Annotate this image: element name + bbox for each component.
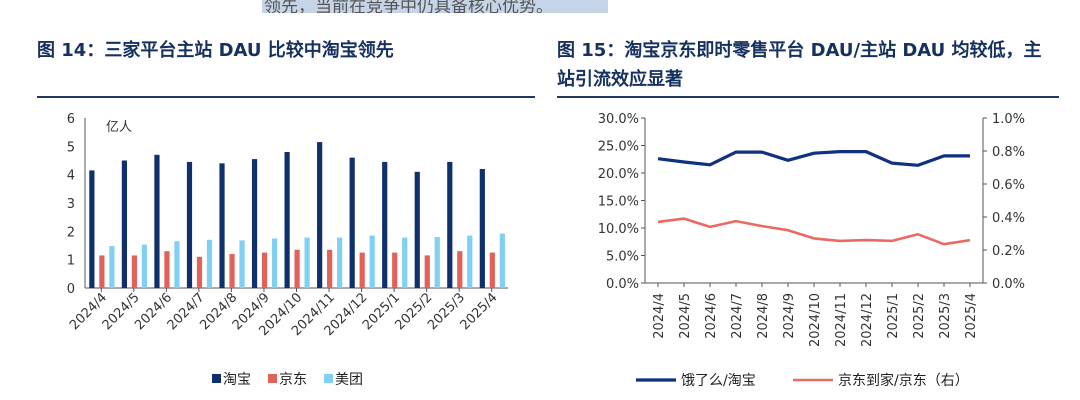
legend-label-饿了么/淘宝: 饿了么/淘宝 [681, 373, 756, 389]
y-right-tick-label: 0.8% [992, 145, 1025, 160]
bar-淘宝-2025/1 [382, 161, 388, 288]
bar-美团-2025/2 [434, 237, 440, 288]
x-tick-label: 2024/6 [704, 293, 719, 339]
y-tick-label: 5 [67, 140, 75, 155]
bar-美团-2024/8 [239, 240, 245, 288]
bar-淘宝-2024/8 [219, 163, 225, 288]
y-tick-label: 0 [67, 282, 75, 297]
y-left-tick-label: 5.0% [606, 250, 639, 265]
legend-swatch-淘宝 [212, 374, 221, 383]
bar-淘宝-2025/3 [447, 161, 453, 288]
bar-淘宝-2024/4 [89, 170, 95, 288]
bar-京东-2024/7 [196, 256, 203, 288]
x-tick-label: 2024/9 [782, 293, 797, 339]
y-right-tick-label: 0.6% [992, 178, 1025, 193]
y-tick-label: 3 [67, 197, 75, 212]
bar-京东-2025/3 [457, 251, 463, 288]
bar-淘宝-2024/9 [251, 159, 258, 288]
bar-美团-2025/3 [467, 235, 473, 288]
bar-chart-dau: 0123456亿人2024/42024/52024/62024/72024/82… [67, 112, 508, 388]
x-tick-label: 2025/3 [938, 293, 953, 339]
bar-京东-2024/9 [261, 252, 268, 288]
bar-京东-2025/1 [392, 252, 398, 288]
x-tick-label: 2025/1 [886, 293, 901, 339]
bar-淘宝-2024/5 [121, 160, 128, 288]
bar-京东-2024/4 [99, 255, 105, 288]
bar-美团-2024/10 [304, 237, 310, 288]
bar-淘宝-2024/10 [284, 152, 290, 288]
bar-淘宝-2024/6 [154, 154, 160, 288]
bar-美团-2025/1 [402, 237, 408, 288]
y-left-tick-label: 15.0% [598, 195, 639, 210]
bar-京东-2025/4 [489, 252, 495, 288]
y-left-tick-label: 25.0% [598, 140, 639, 155]
x-tick-label: 2024/4 [652, 293, 667, 339]
y-axis-unit-label: 亿人 [106, 120, 132, 135]
title-rule-right [557, 96, 1059, 98]
bar-京东-2024/12 [359, 252, 365, 288]
series-line-京东到家/京东（右） [657, 217, 971, 246]
x-tick-label: 2024/12 [860, 293, 875, 347]
y-right-tick-label: 0.0% [992, 277, 1025, 292]
y-tick-label: 6 [67, 112, 75, 127]
legend-label-美团: 美团 [335, 372, 363, 388]
legend-swatch-美团 [324, 374, 333, 383]
y-right-tick-label: 0.2% [992, 244, 1025, 259]
bar-淘宝-2024/11 [317, 142, 323, 288]
bar-京东-2024/6 [164, 251, 170, 288]
bar-京东-2024/5 [131, 255, 138, 288]
bar-美团-2024/6 [174, 241, 180, 288]
title-rule-left [37, 96, 535, 98]
bar-美团-2024/11 [337, 237, 343, 288]
y-left-tick-label: 30.0% [598, 112, 639, 127]
chart-title-right: 图 15：淘宝京东即时零售平台 DAU/主站 DAU 均较低，主站引流效应显著 [557, 40, 1042, 90]
x-tick-label: 2025/2 [912, 293, 927, 339]
bar-淘宝-2025/4 [479, 169, 485, 288]
y-tick-label: 2 [67, 225, 75, 240]
y-tick-label: 1 [67, 254, 75, 269]
bar-美团-2024/9 [271, 238, 278, 288]
bar-淘宝-2024/7 [186, 161, 193, 288]
x-tick-label: 2025/4 [964, 293, 979, 339]
y-tick-label: 4 [67, 169, 75, 184]
bar-淘宝-2024/12 [349, 157, 355, 288]
legend-swatch-京东 [268, 374, 277, 383]
y-right-tick-label: 1.0% [992, 112, 1025, 127]
bar-美团-2024/5 [141, 244, 148, 288]
bar-美团-2024/7 [206, 239, 213, 288]
x-tick-label: 2024/7 [730, 293, 745, 339]
bar-京东-2024/8 [229, 254, 235, 288]
x-tick-label: 2024/10 [808, 293, 823, 347]
y-left-tick-label: 20.0% [598, 167, 639, 182]
legend-label-淘宝: 淘宝 [223, 372, 251, 388]
top-strip-text: 领先，当前在竞争中仍具备核心优势。 [264, 0, 553, 13]
bar-美团-2024/4 [109, 246, 115, 288]
x-tick-label: 2024/5 [678, 293, 693, 339]
y-left-tick-label: 0.0% [606, 277, 639, 292]
bar-淘宝-2025/2 [414, 171, 420, 288]
x-tick-label: 2024/8 [756, 293, 771, 339]
x-tick-label: 2024/11 [834, 293, 849, 347]
series-line-饿了么/淘宝 [657, 150, 970, 167]
y-right-tick-label: 0.4% [992, 211, 1025, 226]
bar-京东-2025/2 [424, 255, 430, 288]
bar-京东-2024/11 [327, 249, 333, 288]
chart-title-left: 图 14：三家平台主站 DAU 比较中淘宝领先 [37, 40, 394, 61]
bar-美团-2024/12 [369, 235, 375, 288]
top-text-strip: 领先，当前在竞争中仍具备核心优势。 [262, 0, 608, 13]
bar-美团-2025/4 [499, 233, 505, 288]
y-left-tick-label: 10.0% [598, 222, 639, 237]
legend-label-京东: 京东 [279, 372, 307, 388]
legend-label-京东到家/京东（右）: 京东到家/京东（右） [838, 372, 969, 389]
bar-京东-2024/10 [294, 249, 300, 288]
